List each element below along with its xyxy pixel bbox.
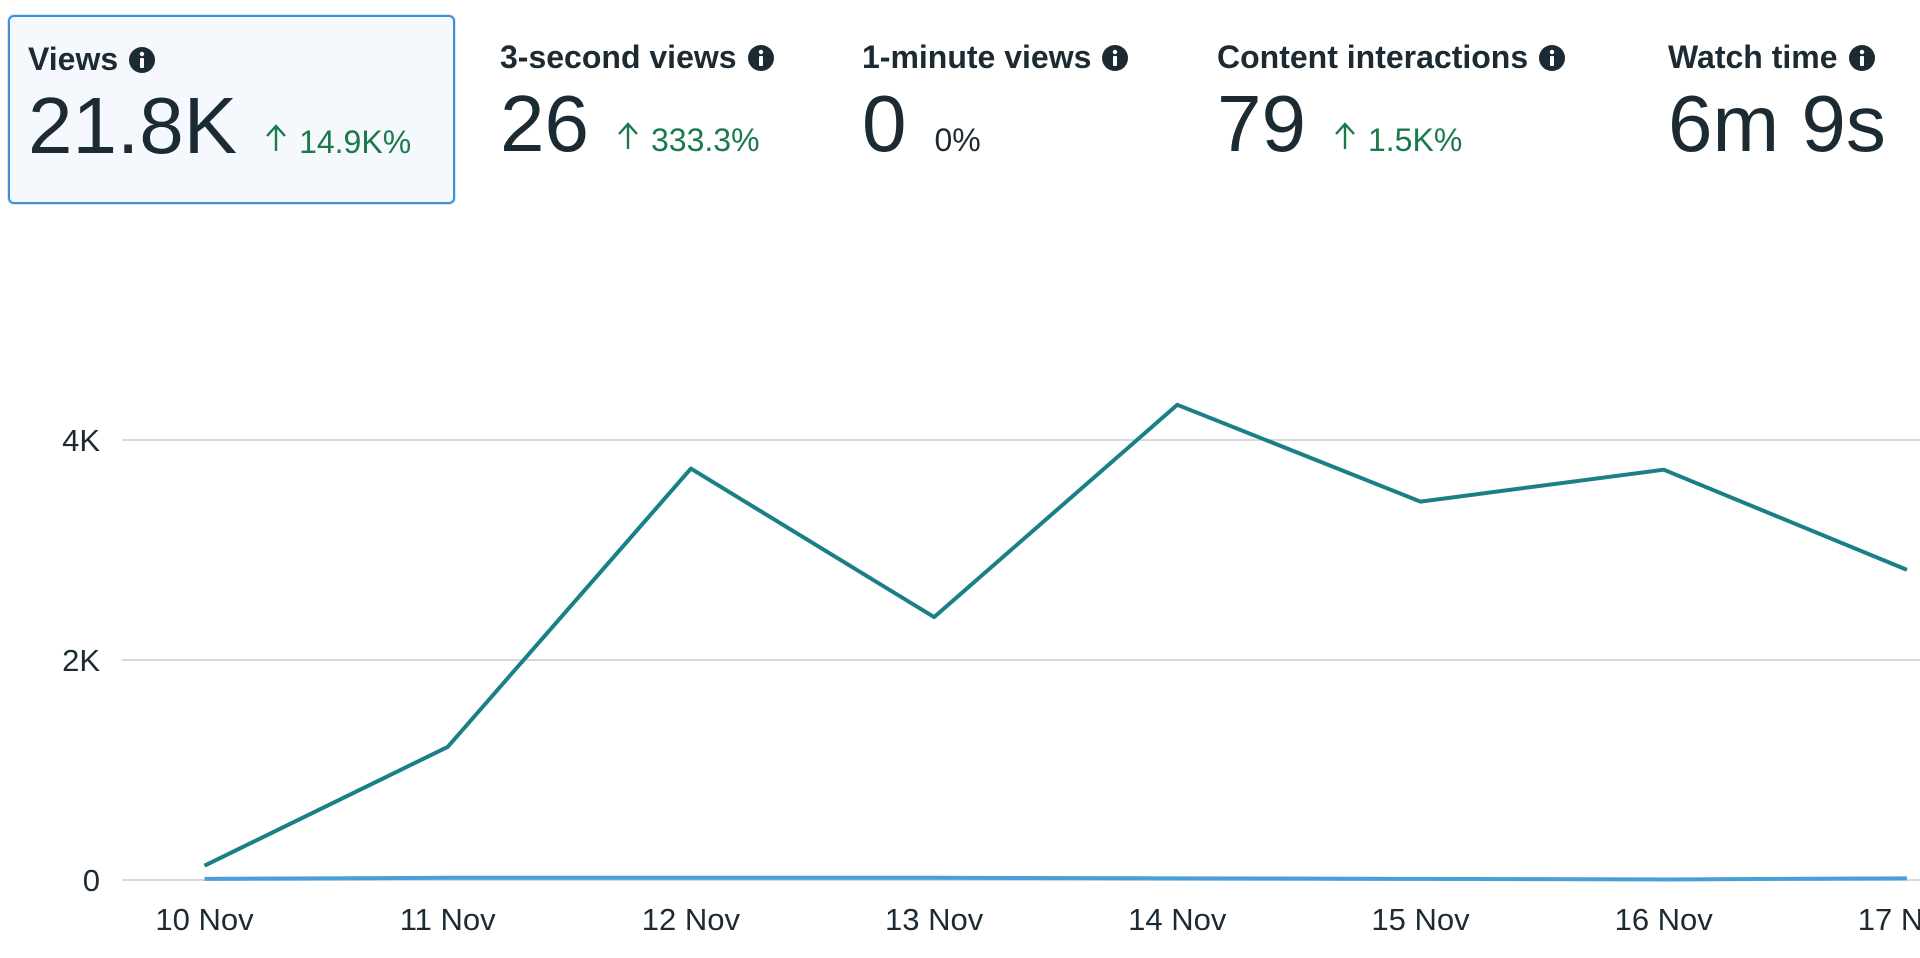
metric-row: 0 0% [862,84,1129,164]
series-line [204,875,1907,882]
metric-label-text: 3-second views [500,39,737,75]
series-line [203,402,1908,868]
info-icon [747,44,774,71]
up-arrow [266,124,286,151]
metric-value: 0 [862,79,907,168]
metric-card[interactable]: Views 21.8K 14.9K% [8,15,455,204]
metric-card[interactable]: 3-second views 26 333.3% [500,15,775,204]
metric-change-text: 1.5K% [1367,122,1463,158]
metric-label-text: Views [28,41,119,77]
metric-value: 26 [500,79,589,168]
metric-row: 21.8K 14.9K% [28,86,435,166]
metric-change: 14.9K% [265,123,411,161]
metric-change: 1.5K% [1334,121,1462,159]
info-icon [1539,44,1566,71]
metric-change-text: 333.3% [650,122,760,158]
y-tick-label: 0 [83,863,100,898]
info-icon [1848,44,1875,71]
metric-card[interactable]: 1-minute views 0 0% [862,15,1129,204]
metric-label-text: 1-minute views [862,39,1092,75]
metric-row: 6m 9s [1668,84,1886,164]
metric-value: 79 [1217,79,1306,168]
metric-label: Content interactions [1217,39,1566,76]
metric-label-text: Watch time [1668,39,1838,75]
up-arrow [618,122,638,149]
x-tick-label: 10 Nov [155,902,254,937]
metric-label: 1-minute views [862,39,1129,76]
metric-change: 0% [935,122,981,159]
up-arrow [1335,122,1355,149]
x-tick-label: 13 Nov [885,902,984,937]
metric-value: 21.8K [28,81,238,170]
metric-card[interactable]: Watch time 6m 9s [1668,15,1886,204]
x-tick-label: 11 Nov [400,902,496,937]
metric-label-text: Content interactions [1217,39,1529,75]
x-tick-label: 17 Nov [1858,902,1920,937]
x-tick-label: 16 Nov [1615,902,1714,937]
x-tick-label: 12 Nov [642,902,741,937]
y-tick-label: 4K [62,423,100,458]
metric-value: 6m 9s [1668,79,1886,168]
metric-row: 26 333.3% [500,84,775,164]
metric-row: 79 1.5K% [1217,84,1566,164]
x-tick-label: 15 Nov [1371,902,1470,937]
info-icon [1102,44,1129,71]
info-icon [129,46,156,73]
metric-change-text: 14.9K% [299,124,412,160]
y-tick-label: 2K [62,643,100,678]
metric-card[interactable]: Content interactions 79 1.5K% [1217,15,1566,204]
metric-label: Watch time [1668,39,1886,76]
metric-label: 3-second views [500,39,775,76]
metric-change-text: 0% [934,122,981,158]
metric-label: Views [28,41,435,78]
metric-change: 333.3% [617,121,760,159]
x-tick-label: 14 Nov [1128,902,1227,937]
